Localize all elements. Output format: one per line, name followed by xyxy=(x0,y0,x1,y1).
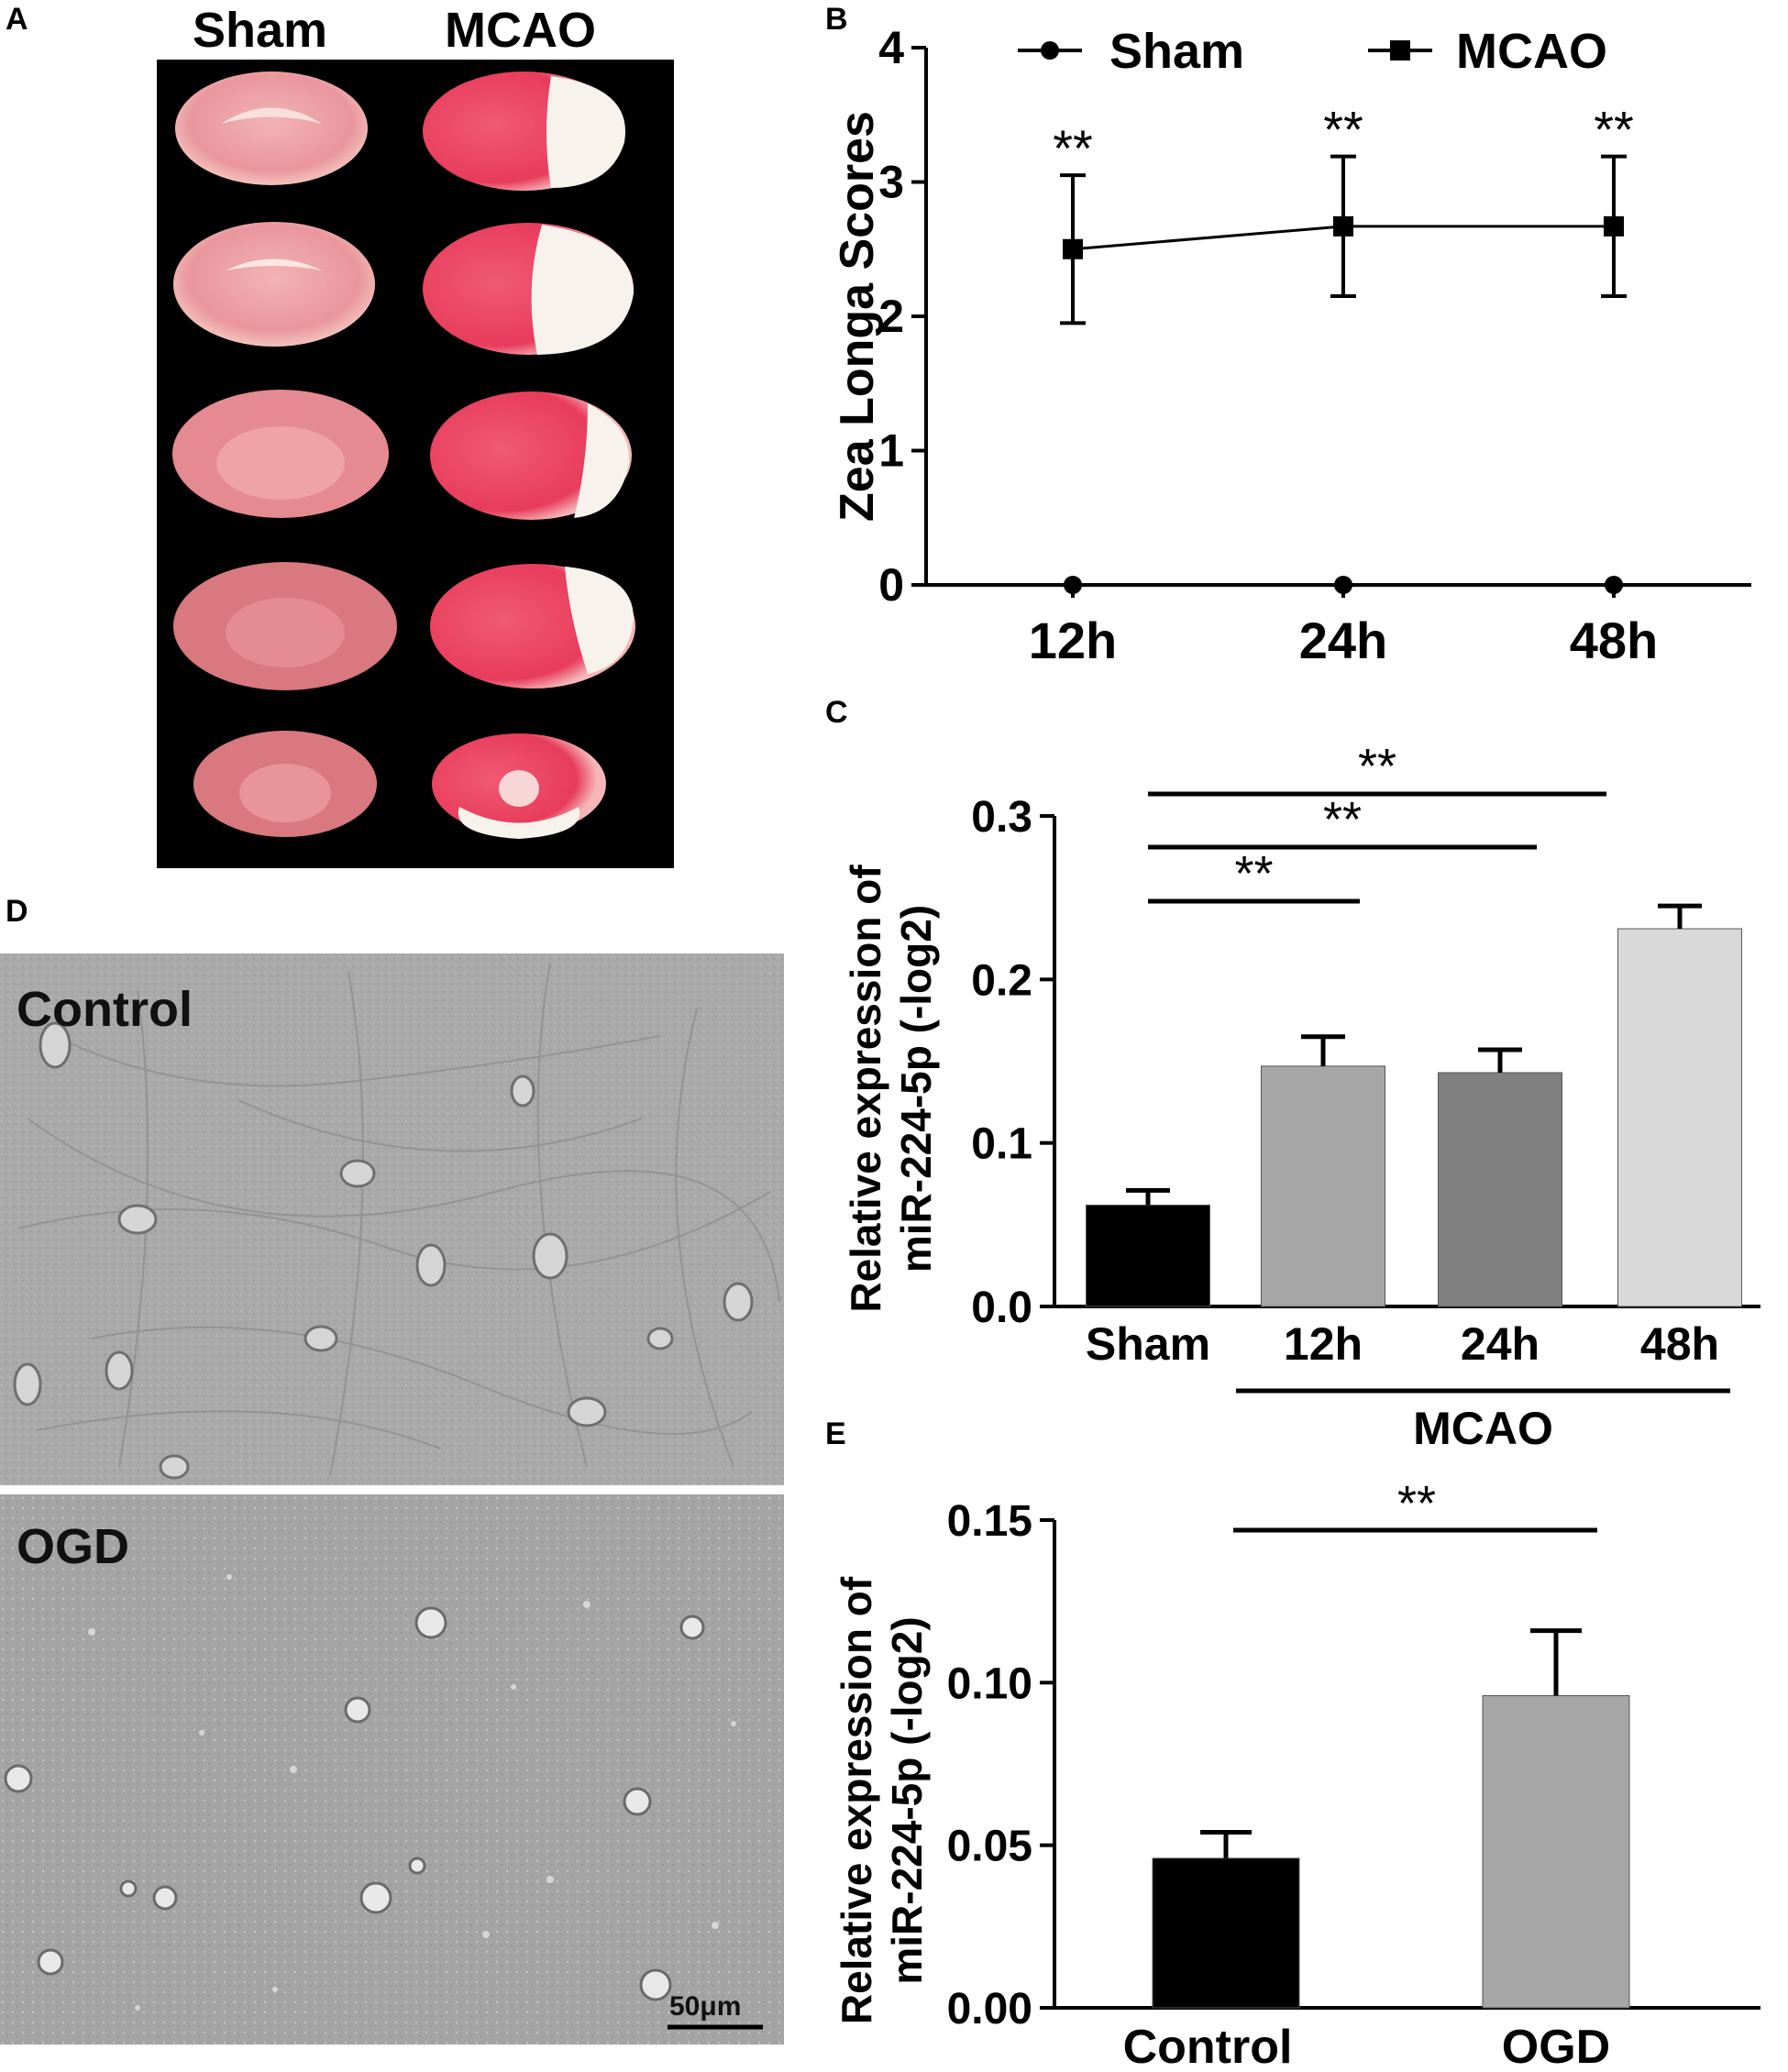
bar-48h xyxy=(1617,928,1742,1307)
column-label-mcao: MCAO xyxy=(445,3,596,58)
panel-c-letter: C xyxy=(825,695,848,730)
bar-24h xyxy=(1438,1072,1562,1307)
x-tick-label: 48h xyxy=(1570,612,1659,669)
y-axis-title-line1: Relative expression of xyxy=(833,1576,880,2024)
significance-label: ** xyxy=(1234,846,1273,901)
x-tick-label: 24h xyxy=(1461,1318,1540,1370)
x-tick-label: Sham xyxy=(1086,1318,1210,1370)
point-mcao xyxy=(1063,238,1083,259)
slice-row-2 xyxy=(173,222,634,355)
y-axis-title-line2: miR-224-5p (-log2) xyxy=(883,1616,931,1984)
slice-row-4 xyxy=(173,562,635,690)
panel-e-letter: E xyxy=(825,1416,846,1451)
micrograph-ogd xyxy=(0,1494,784,2044)
slice-row-5 xyxy=(193,731,606,839)
panel-e-bar-chart: 0.00 0.05 0.10 0.15 Relative expression of mi… xyxy=(833,1476,1760,2072)
mcao-slice-2-infarct xyxy=(531,225,634,355)
point-mcao xyxy=(1333,215,1353,237)
legend-label-sham: Sham xyxy=(1109,24,1244,79)
point-sham xyxy=(1064,576,1082,594)
mcao-slice-5-ventricle xyxy=(499,770,539,807)
legend-marker-sham xyxy=(1041,41,1059,60)
panel-a: Sham MCAO xyxy=(0,0,697,871)
y-tick-label: 2 xyxy=(878,291,904,342)
point-sham xyxy=(1334,576,1352,594)
slice-row-1 xyxy=(175,72,625,191)
sham-slice-3-core xyxy=(216,426,345,500)
bar-control xyxy=(1152,1857,1300,2009)
legend-label-mcao: MCAO xyxy=(1456,24,1607,79)
y-tick-label: 0 xyxy=(878,559,904,611)
panel-b-letter: B xyxy=(825,2,848,37)
micrograph-control xyxy=(0,953,784,1485)
panel-b-line-chart: 0 1 2 3 4 12h 24h 48h Zea Longa Scores ** ** ** Sham… xyxy=(831,22,1751,669)
x-tick-label: OGD xyxy=(1502,2021,1610,2072)
sham-slice-1-ventricle xyxy=(221,107,322,124)
y-tick-label: 0.0 xyxy=(971,1284,1032,1332)
sham-slice-2 xyxy=(173,222,375,347)
y-tick-label: 0.10 xyxy=(947,1659,1032,1708)
y-tick-label: 4 xyxy=(878,22,904,73)
point-sham xyxy=(1605,576,1623,594)
y-tick-label: 0.15 xyxy=(947,1497,1032,1546)
y-tick-label: 0.2 xyxy=(971,956,1032,1005)
scale-bar-label: 50μm xyxy=(669,1991,742,2022)
label-ogd: OGD xyxy=(17,1519,130,1574)
bar-ogd xyxy=(1482,1695,1630,2009)
y-tick-label: 0.05 xyxy=(947,1823,1032,1871)
significance-annotation: ** xyxy=(1053,119,1093,177)
y-axis-title: Zea Longa Scores xyxy=(831,111,884,522)
mcao-slice-3-infarct xyxy=(574,403,630,518)
x-tick-label: Control xyxy=(1123,2021,1293,2072)
y-axis-title-line2: miR-224-5p (-log2) xyxy=(892,905,940,1273)
significance-label: ** xyxy=(1358,739,1396,794)
y-tick-label: 0.1 xyxy=(971,1120,1032,1169)
x-tick-label: 24h xyxy=(1299,612,1388,669)
bar-sham xyxy=(1086,1204,1210,1307)
legend-marker-mcao xyxy=(1390,40,1410,61)
neuron-somata xyxy=(13,1021,754,1480)
bar-12h xyxy=(1261,1065,1385,1307)
y-axis-title-line1: Relative expression of xyxy=(842,865,889,1313)
sham-slice-1 xyxy=(175,72,368,185)
y-tick-label: 0.3 xyxy=(971,793,1032,842)
x-tick-label: 48h xyxy=(1640,1318,1719,1370)
panel-a-letter: A xyxy=(6,2,28,37)
x-tick-label: 12h xyxy=(1029,612,1118,669)
panel-c-bar-chart: 0.0 0.1 0.2 0.3 Relative expression of miR-22… xyxy=(842,739,1760,1454)
degenerated-cells xyxy=(4,1606,705,2001)
column-label-sham: Sham xyxy=(193,3,328,58)
sham-slice-2-ventricle xyxy=(226,259,322,270)
significance-label: ** xyxy=(1323,792,1362,847)
x-tick-label: 12h xyxy=(1284,1318,1363,1370)
mcao-slice-5-infarct xyxy=(458,807,580,839)
slice-row-3 xyxy=(172,390,632,520)
y-tick-label: 0.00 xyxy=(947,1985,1032,2033)
mcao-slice-1-infarct xyxy=(546,76,625,188)
point-mcao xyxy=(1604,215,1624,237)
debris-particles xyxy=(88,1574,736,2011)
significance-annotation: ** xyxy=(1323,101,1363,159)
y-tick-label: 1 xyxy=(878,425,904,477)
sham-slice-5-core xyxy=(239,764,331,822)
sham-slice-4-core xyxy=(226,598,345,667)
mcao-slice-4-infarct xyxy=(565,567,634,674)
group-label-mcao: MCAO xyxy=(1413,1403,1553,1454)
micrograph-ogd-background xyxy=(0,1494,784,2044)
panel-d-letter: D xyxy=(6,894,28,929)
y-tick-label: 3 xyxy=(878,157,904,208)
label-control: Control xyxy=(17,982,193,1037)
significance-label: ** xyxy=(1397,1476,1436,1531)
panel-d: Control xyxy=(0,953,789,2072)
brain-slice-photo xyxy=(157,60,674,868)
significance-annotation: ** xyxy=(1594,101,1634,159)
